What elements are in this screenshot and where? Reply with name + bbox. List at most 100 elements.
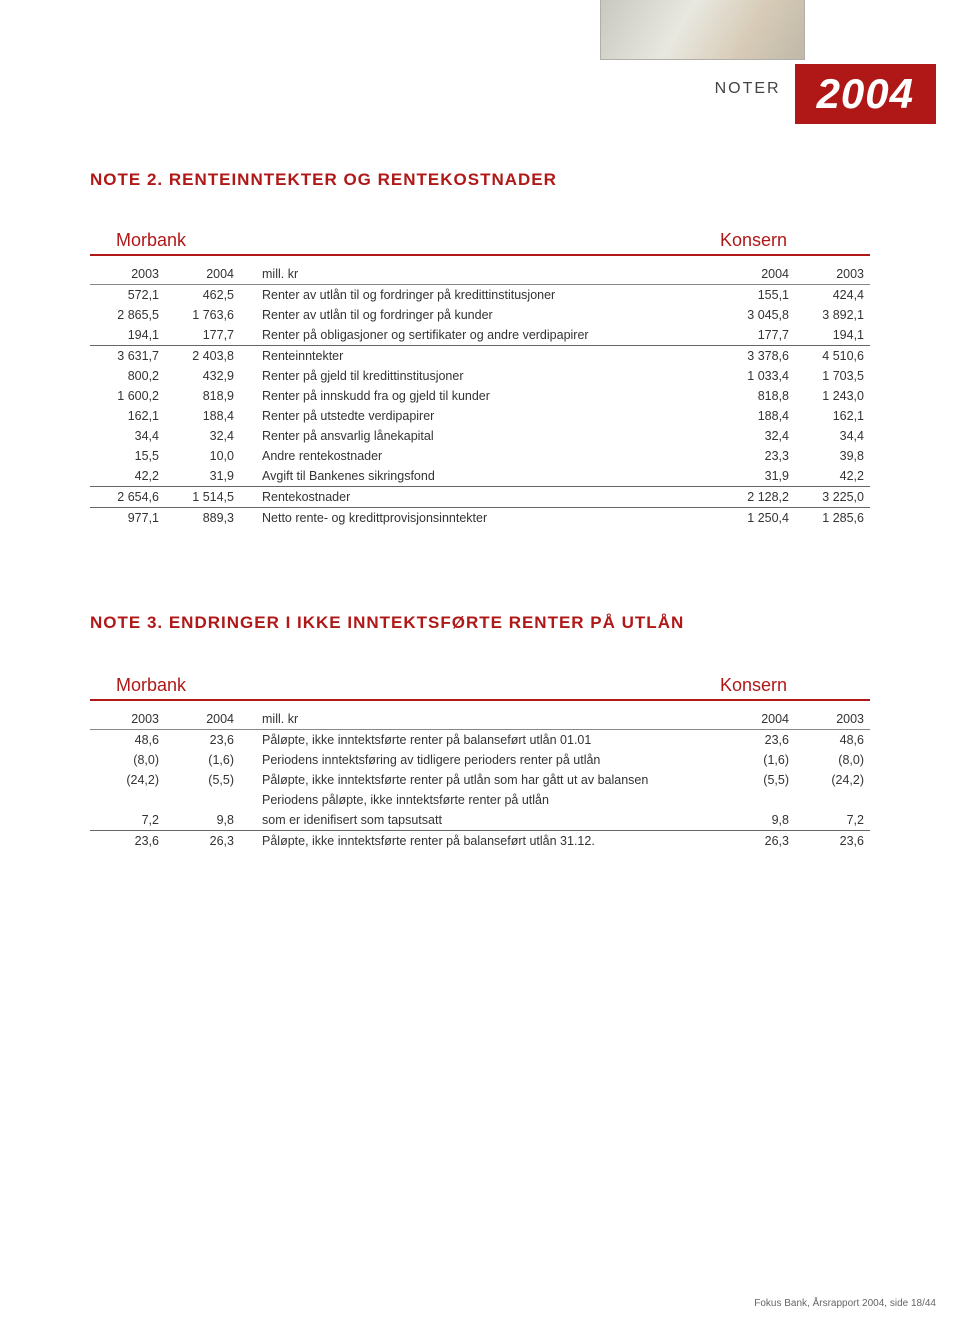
cell-desc: Påløpte, ikke inntektsførte renter på ba…	[240, 831, 720, 852]
cell-desc: Avgift til Bankenes sikringsfond	[240, 466, 720, 487]
cell-m2003: 800,2	[90, 366, 165, 386]
table-row: 42,231,9Avgift til Bankenes sikringsfond…	[90, 466, 870, 487]
cell-m2004: 2 403,8	[165, 346, 240, 367]
cell-m2003: 1 600,2	[90, 386, 165, 406]
cell-m2004: 10,0	[165, 446, 240, 466]
cell-k2004: 1 250,4	[720, 508, 795, 529]
cell-k2003: 42,2	[795, 466, 870, 487]
table-row: 2 865,51 763,6Renter av utlån til og for…	[90, 305, 870, 325]
cell-m2003: 48,6	[90, 730, 165, 751]
col-k2004: 2004	[720, 264, 795, 285]
cell-k2004: 32,4	[720, 426, 795, 446]
col-desc: mill. kr	[240, 264, 720, 285]
page-footer: Fokus Bank, Årsrapport 2004, side 18/44	[754, 1298, 936, 1309]
cell-k2004: 3 378,6	[720, 346, 795, 367]
cell-m2004: 818,9	[165, 386, 240, 406]
cell-desc: Periodens påløpte, ikke inntektsførte re…	[240, 790, 720, 810]
table-row: 572,1462,5Renter av utlån til og fordrin…	[90, 285, 870, 306]
cell-m2003: 7,2	[90, 810, 165, 831]
cell-desc: Renter av utlån til og fordringer på kre…	[240, 285, 720, 306]
note2-konsern-label: Konsern	[710, 230, 870, 251]
table-row: Periodens påløpte, ikke inntektsførte re…	[90, 790, 870, 810]
table-row: 48,623,6Påløpte, ikke inntektsførte rent…	[90, 730, 870, 751]
cell-desc: Renter på obligasjoner og sertifikater o…	[240, 325, 720, 346]
cell-desc: Påløpte, ikke inntektsførte renter på ut…	[240, 770, 720, 790]
cell-m2003: (24,2)	[90, 770, 165, 790]
cell-k2003: 1 703,5	[795, 366, 870, 386]
cell-m2004: 23,6	[165, 730, 240, 751]
col-k2004: 2004	[720, 709, 795, 730]
cell-k2004: 818,8	[720, 386, 795, 406]
cell-k2003: (8,0)	[795, 750, 870, 770]
header-strip: NOTER 2004	[715, 64, 936, 124]
cell-k2004: 31,9	[720, 466, 795, 487]
cell-m2004: 1 763,6	[165, 305, 240, 325]
cell-k2003: 162,1	[795, 406, 870, 426]
cell-desc: Påløpte, ikke inntektsførte renter på ba…	[240, 730, 720, 751]
cell-k2004: 9,8	[720, 810, 795, 831]
cell-k2003: 3 892,1	[795, 305, 870, 325]
cell-desc: Rentekostnader	[240, 487, 720, 508]
cell-m2003: 23,6	[90, 831, 165, 852]
note3-konsern-label: Konsern	[710, 675, 870, 696]
cell-m2004: 432,9	[165, 366, 240, 386]
cell-k2004: 1 033,4	[720, 366, 795, 386]
cell-m2003: (8,0)	[90, 750, 165, 770]
cell-m2003: 194,1	[90, 325, 165, 346]
cell-desc: Renter av utlån til og fordringer på kun…	[240, 305, 720, 325]
cell-k2004: 188,4	[720, 406, 795, 426]
cell-m2003	[90, 790, 165, 810]
cell-m2004: 889,3	[165, 508, 240, 529]
cell-desc: Renter på ansvarlig lånekapital	[240, 426, 720, 446]
note2-group-header: Morbank Konsern	[90, 230, 870, 256]
cell-m2004: 9,8	[165, 810, 240, 831]
col-k2003: 2003	[795, 264, 870, 285]
cell-m2004: (1,6)	[165, 750, 240, 770]
note3-group-header: Morbank Konsern	[90, 675, 870, 701]
cell-m2004: (5,5)	[165, 770, 240, 790]
cell-m2003: 162,1	[90, 406, 165, 426]
cell-m2004	[165, 790, 240, 810]
cell-k2003: 23,6	[795, 831, 870, 852]
cell-k2003: 194,1	[795, 325, 870, 346]
col-desc: mill. kr	[240, 709, 720, 730]
note2-table: 2003 2004 mill. kr 2004 2003 572,1462,5R…	[90, 264, 870, 528]
cell-desc: Renteinntekter	[240, 346, 720, 367]
table-row: 2 654,61 514,5Rentekostnader2 128,23 225…	[90, 487, 870, 508]
cell-k2004: (5,5)	[720, 770, 795, 790]
note3-title: NOTE 3. ENDRINGER I IKKE INNTEKTSFØRTE R…	[90, 613, 870, 633]
cell-m2004: 177,7	[165, 325, 240, 346]
cell-k2003: 39,8	[795, 446, 870, 466]
table-row: 977,1889,3Netto rente- og kredittprovisj…	[90, 508, 870, 529]
table-row: 1 600,2818,9Renter på innskudd fra og gj…	[90, 386, 870, 406]
cell-k2004: 23,3	[720, 446, 795, 466]
header-photo	[600, 0, 805, 60]
cell-m2003: 2 865,5	[90, 305, 165, 325]
cell-m2003: 977,1	[90, 508, 165, 529]
cell-desc: Renter på utstedte verdipapirer	[240, 406, 720, 426]
cell-k2003: 3 225,0	[795, 487, 870, 508]
col-m2004: 2004	[165, 264, 240, 285]
cell-k2003	[795, 790, 870, 810]
cell-k2003: 48,6	[795, 730, 870, 751]
cell-k2003: (24,2)	[795, 770, 870, 790]
col-m2003: 2003	[90, 264, 165, 285]
cell-desc: som er idenifisert som tapsutsatt	[240, 810, 720, 831]
cell-m2003: 15,5	[90, 446, 165, 466]
cell-m2003: 3 631,7	[90, 346, 165, 367]
cell-k2004: 2 128,2	[720, 487, 795, 508]
cell-desc: Periodens inntektsføring av tidligere pe…	[240, 750, 720, 770]
table-row: 34,432,4Renter på ansvarlig lånekapital3…	[90, 426, 870, 446]
cell-desc: Renter på innskudd fra og gjeld til kund…	[240, 386, 720, 406]
col-m2004: 2004	[165, 709, 240, 730]
table-row: 162,1188,4Renter på utstedte verdipapire…	[90, 406, 870, 426]
note3-table: 2003 2004 mill. kr 2004 2003 48,623,6Pål…	[90, 709, 870, 851]
cell-desc: Renter på gjeld til kredittinstitusjoner	[240, 366, 720, 386]
cell-k2004: 3 045,8	[720, 305, 795, 325]
year-badge: 2004	[795, 64, 936, 124]
table-row: 15,510,0Andre rentekostnader23,339,8	[90, 446, 870, 466]
cell-k2004: (1,6)	[720, 750, 795, 770]
cell-m2004: 32,4	[165, 426, 240, 446]
note3-morbank-label: Morbank	[90, 675, 260, 696]
note2-morbank-label: Morbank	[90, 230, 260, 251]
